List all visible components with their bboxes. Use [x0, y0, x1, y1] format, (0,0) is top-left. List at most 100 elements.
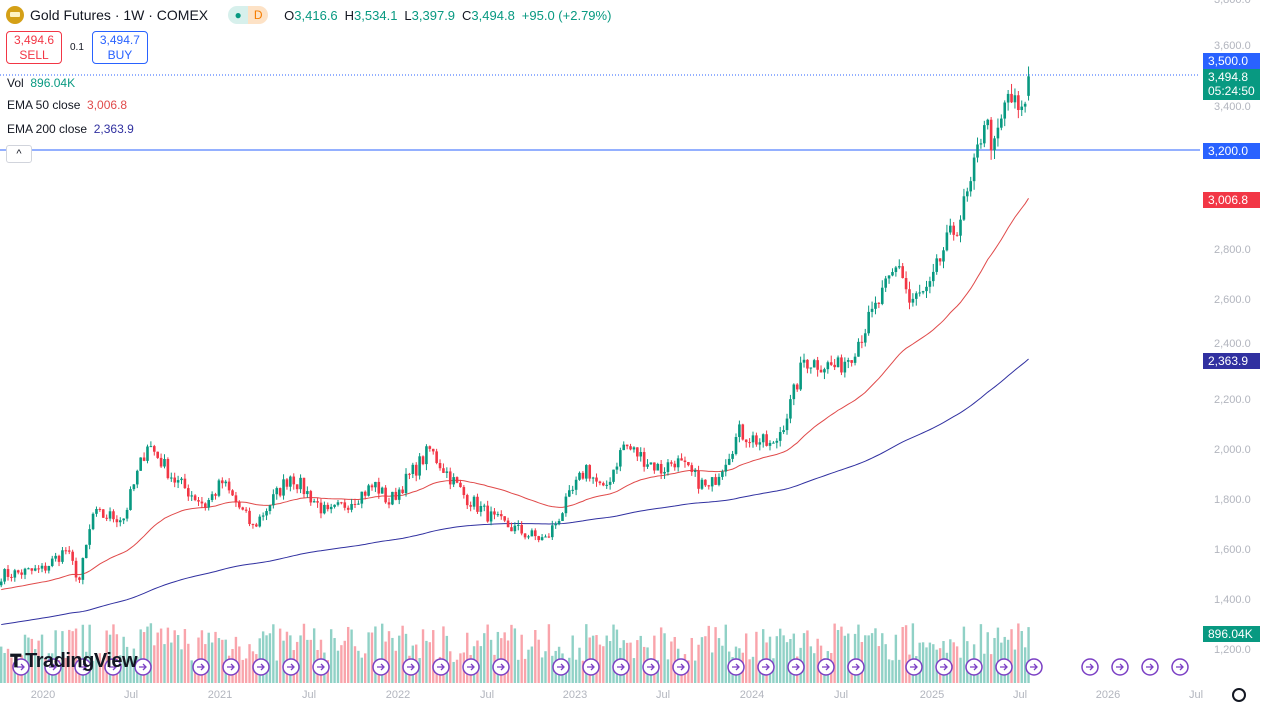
candle-body — [6, 569, 10, 577]
candle-body — [846, 360, 850, 362]
volume-bar — [993, 637, 996, 683]
volume-bar — [962, 626, 966, 683]
candle-body — [642, 452, 646, 467]
candle-body — [510, 527, 513, 532]
volume-bar — [568, 657, 571, 683]
legend-volume[interactable]: Vol 896.04K — [7, 76, 75, 90]
candle-body — [221, 480, 224, 484]
ema200-label: EMA 200 close — [7, 122, 88, 136]
candle-body — [602, 483, 605, 486]
ema200-line — [1, 358, 1029, 626]
price-tick: 2,400.0 — [1214, 338, 1251, 350]
candle-body — [622, 444, 626, 451]
volume-bar — [268, 633, 272, 683]
price-tick: 1,600.0 — [1214, 544, 1251, 556]
settings-icon[interactable] — [1232, 688, 1246, 702]
candle-body — [418, 456, 421, 476]
volume-bar — [265, 635, 268, 683]
sell-button[interactable]: 3,494.6 SELL — [6, 31, 62, 64]
candle-body — [595, 477, 598, 482]
candle-body — [105, 517, 108, 519]
candle-body — [653, 462, 656, 471]
collapse-legend-button[interactable]: ^ — [6, 145, 32, 163]
market-status[interactable]: ● D — [228, 6, 269, 24]
symbol-title[interactable]: Gold Futures · 1W · COMEX — [30, 7, 209, 23]
volume-bar — [329, 629, 333, 683]
candle-body — [833, 364, 836, 368]
volume-bar — [54, 630, 57, 683]
candle-body — [632, 447, 636, 450]
event-arrow-icon — [970, 663, 978, 671]
candle-body — [731, 453, 734, 459]
volume-bar — [391, 637, 394, 683]
volume-bar — [540, 657, 544, 683]
volume-bar — [275, 660, 278, 683]
volume-bar — [955, 646, 959, 683]
candle-body — [663, 471, 666, 474]
volume-bar — [751, 656, 755, 683]
candle-body — [251, 524, 255, 526]
buy-button[interactable]: 3,494.7 BUY — [91, 31, 148, 64]
close-label: C — [462, 7, 472, 23]
candle-body — [792, 384, 796, 400]
candle-body — [544, 536, 547, 538]
volume-bar — [578, 647, 581, 683]
candle-body — [581, 472, 585, 479]
candle-body — [717, 476, 721, 485]
candle-body — [10, 576, 13, 578]
volume-bar — [1013, 649, 1017, 683]
price-tick: 2,000.0 — [1214, 444, 1251, 456]
volume-bar — [122, 636, 125, 683]
candle-body — [57, 555, 61, 562]
event-arrow-icon — [227, 663, 235, 671]
volume-bar — [898, 659, 901, 683]
candle-body — [649, 462, 653, 465]
volume-bar — [125, 646, 129, 683]
legend-ema200[interactable]: EMA 200 close 2,363.9 — [7, 122, 134, 136]
volume-bar — [363, 653, 367, 683]
buy-label: BUY — [107, 48, 133, 62]
candle-body — [697, 470, 700, 489]
price-tick: 2,600.0 — [1214, 294, 1251, 306]
tv-logo-icon: 𝐓 — [10, 651, 22, 671]
volume-bar — [551, 655, 554, 683]
candle-body — [282, 479, 285, 496]
volume-bar — [207, 632, 210, 683]
volume-bar — [704, 636, 707, 683]
volume-bar — [581, 660, 585, 683]
tradingview-logo[interactable]: 𝐓 TradingView — [10, 650, 138, 673]
candle-body — [799, 362, 802, 390]
candle-body — [44, 565, 47, 571]
ema50-label: EMA 50 close — [7, 98, 81, 112]
volume-bar — [27, 637, 30, 683]
candle-body — [268, 505, 272, 512]
candle-body — [782, 430, 785, 433]
volume-bar — [394, 650, 398, 683]
candle-body — [636, 447, 639, 457]
candle-body — [761, 434, 765, 443]
volume-bar — [176, 635, 180, 683]
candle-body — [976, 144, 979, 158]
candle-body — [289, 476, 292, 487]
volume-bar — [687, 660, 690, 683]
legend-ema50[interactable]: EMA 50 close 3,006.8 — [7, 98, 127, 112]
candle-body — [187, 488, 190, 497]
candle-body — [748, 442, 751, 444]
volume-bar — [748, 659, 751, 683]
volume-bar — [887, 659, 891, 683]
volume-bar — [37, 640, 40, 683]
candle-body — [499, 514, 503, 517]
ema50-value: 3,006.8 — [87, 98, 128, 112]
volume-bar — [724, 624, 727, 683]
volume-bar — [503, 632, 506, 683]
candle-body — [843, 361, 847, 373]
candle-body — [908, 289, 911, 303]
candle-body — [149, 446, 153, 448]
high-value: 3,534.1 — [354, 7, 398, 23]
volume-bar — [442, 626, 445, 683]
volume-bar — [840, 626, 843, 683]
candle-body — [693, 470, 697, 472]
volume-bar — [425, 640, 428, 683]
volume-bar — [156, 632, 159, 683]
